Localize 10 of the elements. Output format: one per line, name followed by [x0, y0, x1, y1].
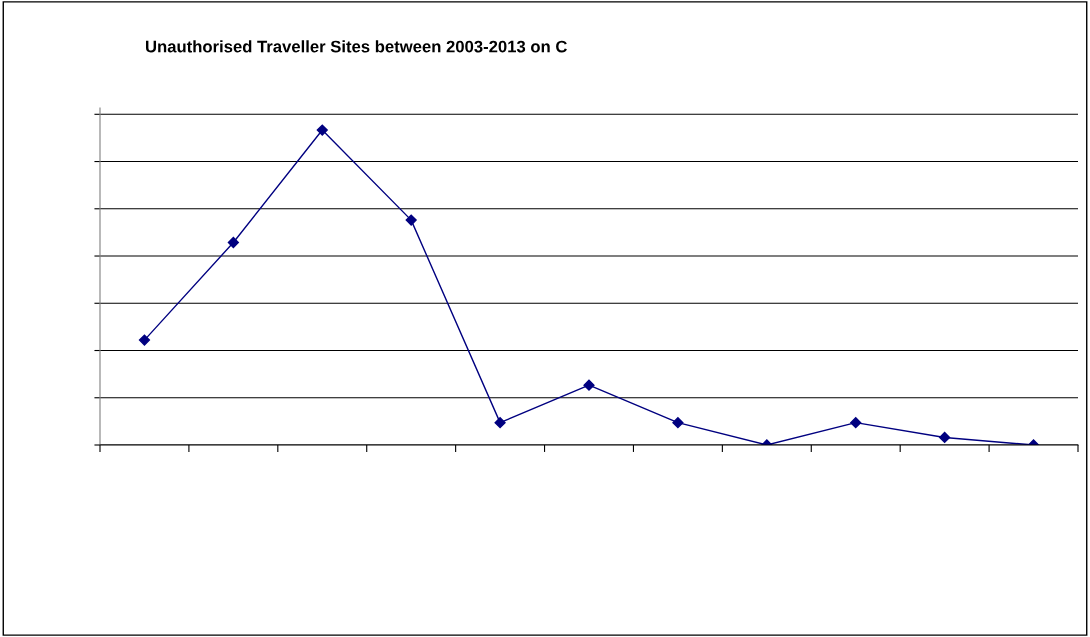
point: [672, 417, 684, 429]
point: [939, 431, 951, 444]
point: [494, 417, 506, 429]
point: [316, 124, 328, 136]
point: [405, 214, 417, 226]
point: [227, 236, 239, 249]
chart-title: Unauthorised Traveller Sites between 2003-2013 on C: [146, 40, 567, 53]
point: [850, 417, 862, 429]
point: [583, 379, 595, 391]
point: [138, 334, 151, 346]
